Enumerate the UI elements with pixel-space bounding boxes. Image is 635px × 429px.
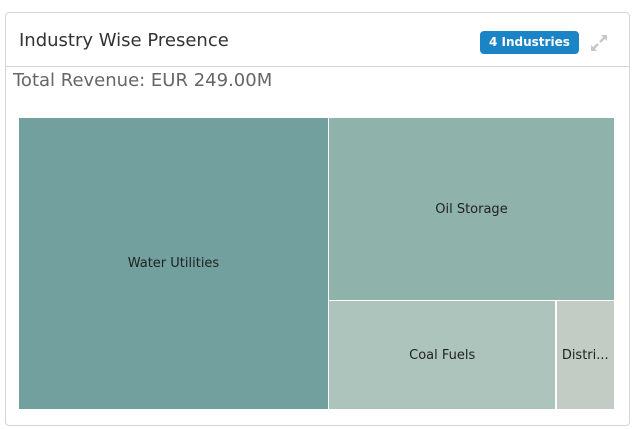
treemap: Water Utilities Oil Storage Coal Fuels Dist… — [19, 118, 615, 410]
card-title: Industry Wise Presence — [19, 30, 229, 51]
treemap-tile[interactable]: Oil Storage — [328, 118, 615, 302]
tile-label: Coal Fuels — [409, 347, 476, 363]
treemap-tile[interactable]: Water Utilities — [19, 118, 329, 410]
industries-count-badge[interactable]: 4 Industries — [480, 31, 579, 54]
tile-label: Distri... — [561, 347, 609, 363]
chart-title: Total Revenue: EUR 249.00M — [13, 70, 273, 91]
expand-icon[interactable] — [589, 33, 609, 53]
treemap-tile[interactable]: Distri... — [556, 301, 615, 410]
tile-label: Water Utilities — [127, 256, 220, 271]
card-header: Industry Wise Presence 4 Industries — [6, 13, 629, 67]
tile-label: Oil Storage — [435, 201, 508, 217]
treemap-tile[interactable]: Coal Fuels — [328, 301, 557, 410]
